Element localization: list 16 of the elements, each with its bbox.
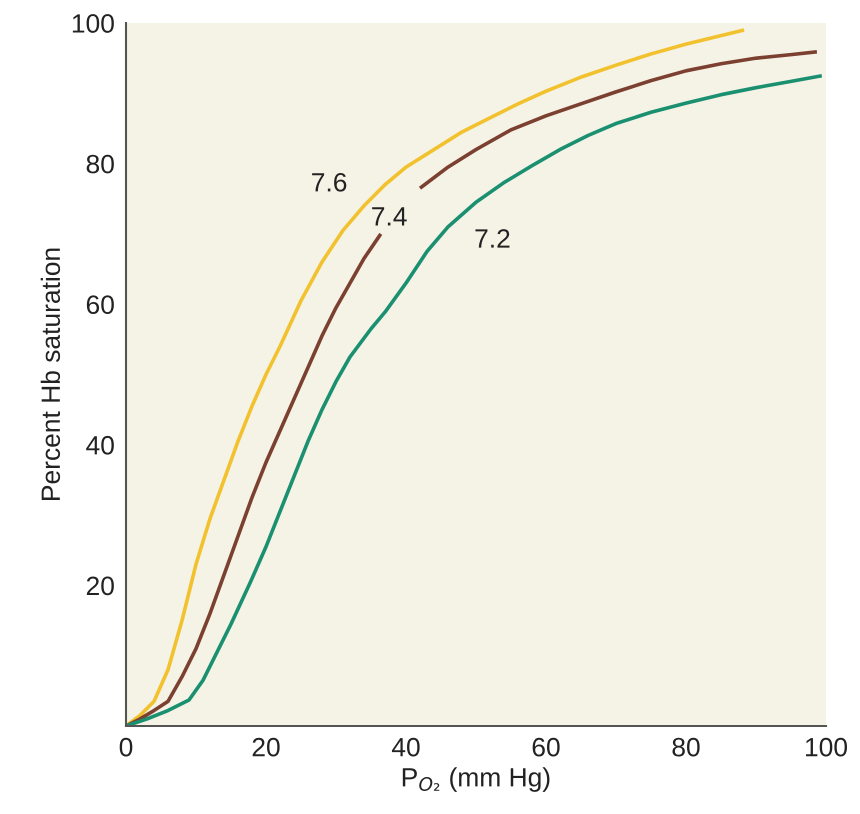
y-axis-title: Percent Hb saturation — [40, 248, 60, 500]
y-tick-label: 60 — [86, 295, 114, 314]
series-label: 7.2 — [475, 229, 510, 248]
series-label: 7.4 — [372, 207, 407, 226]
y-tick-label: 40 — [86, 436, 114, 455]
x-tick-label: 20 — [252, 738, 280, 756]
y-tick-label: 20 — [86, 576, 114, 596]
x-tick-label: 0 — [120, 738, 132, 756]
x-tick-label: 100 — [806, 738, 847, 756]
series-label: 7.6 — [312, 172, 346, 192]
y-tick-label: 80 — [86, 154, 114, 174]
x-tick-label: 80 — [672, 738, 700, 756]
y-tick-label: 100 — [72, 14, 114, 33]
x-tick-label: 60 — [532, 738, 560, 756]
x-tick-label: 40 — [392, 738, 420, 756]
x-axis-title: P$_{O₂}$ (mm Hg) — [402, 767, 550, 792]
